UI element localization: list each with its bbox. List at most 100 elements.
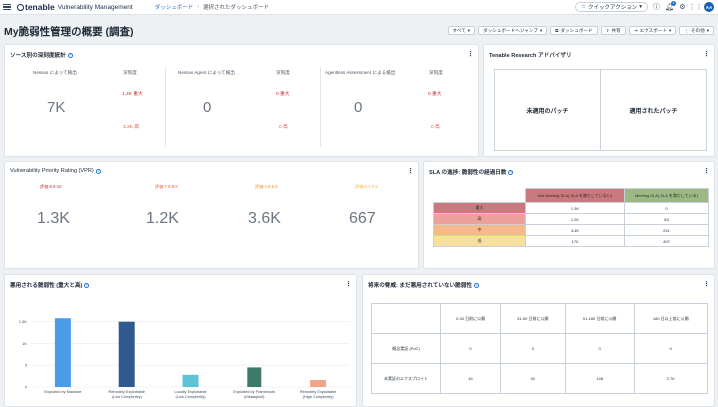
threats-cell[interactable]: 0 bbox=[500, 333, 566, 364]
threats-cell[interactable]: 148 bbox=[564, 363, 635, 394]
sla-progress-card: SLA の進捗: 脆弱性の経過日数 i ⋮ Not Meeting SLA( SL… bbox=[423, 161, 715, 269]
filter-all-label: すべて bbox=[452, 27, 466, 33]
threats-row-label: 概念実証 (PoC) bbox=[371, 333, 441, 364]
more-button[interactable]: ⋮ その他 ▾ bbox=[679, 26, 714, 35]
total-count[interactable]: 0 bbox=[354, 99, 363, 116]
bar[interactable] bbox=[247, 367, 262, 387]
x-tick-label: (Metasploit) bbox=[244, 394, 265, 399]
vpr-value-medium[interactable]: 3.6K bbox=[248, 210, 281, 227]
dashboard-label: ダッシュボード bbox=[560, 27, 593, 33]
y-tick-label: 1K bbox=[22, 341, 27, 346]
total-count[interactable]: 7K bbox=[47, 99, 66, 116]
info-icon[interactable]: i bbox=[508, 169, 514, 175]
sla-not-meeting-value[interactable]: 170 bbox=[525, 235, 625, 247]
card-title: 将来の脅威: まだ悪用されていない脆弱性 i bbox=[368, 281, 479, 289]
card-menu-icon[interactable]: ⋮ bbox=[703, 51, 710, 58]
breadcrumb-dashboards[interactable]: ダッシュボード bbox=[154, 5, 194, 11]
product-name: Vulnerability Management bbox=[57, 3, 133, 11]
filter-all-button[interactable]: すべて ▾ bbox=[447, 26, 476, 35]
source-column-agentless: Agentless Assessment による検出 深刻度 0 0 重大 0 … bbox=[320, 67, 478, 147]
table-row[interactable]: 概念実証 (PoC) 0 0 0 0 bbox=[371, 333, 709, 364]
high-count[interactable]: 0 高 bbox=[279, 125, 288, 130]
gear-icon[interactable]: ⚙ bbox=[679, 4, 686, 11]
source-column-agent: Nessus Agent によって検出 深刻度 0 0 重大 0 高 bbox=[165, 67, 320, 147]
exploited-vulns-bar-chart: 0 5 1K 1.5K Exploited by Malware Remotely Exp… bbox=[19, 318, 350, 399]
sla-row-label: 低 bbox=[433, 235, 526, 247]
tenable-logo[interactable]: tenable bbox=[17, 2, 55, 12]
card-menu-icon[interactable]: ⋮ bbox=[407, 168, 414, 175]
jump-to-dashboard-button[interactable]: ダッシュボードへジャンプ ▾ bbox=[478, 26, 548, 35]
page-title: My脆弱性管理の概要 (調査) bbox=[4, 26, 134, 38]
info-icon[interactable]: i bbox=[67, 52, 73, 58]
threats-cell[interactable]: 0 bbox=[439, 333, 502, 364]
chevron-down-icon: ▾ bbox=[668, 27, 672, 33]
export-button[interactable]: ⇥ エクスポート ▾ bbox=[628, 26, 677, 35]
bar[interactable] bbox=[54, 318, 71, 387]
card-menu-icon[interactable]: ⋮ bbox=[467, 51, 474, 58]
menu-icon[interactable] bbox=[3, 3, 15, 11]
quick-action-button[interactable]: ☆ クイックアクション ▾ bbox=[575, 2, 648, 12]
card-menu-icon[interactable]: ⋮ bbox=[703, 281, 710, 288]
applied-patches-tile[interactable]: 適用されたパッチ bbox=[600, 69, 707, 151]
card-menu-icon[interactable]: ⋮ bbox=[703, 168, 710, 175]
total-count[interactable]: 0 bbox=[203, 99, 212, 116]
sla-not-meeting-value[interactable]: 1.3K bbox=[525, 202, 625, 214]
copy-icon: ⧉ bbox=[555, 28, 559, 33]
dashboard-button[interactable]: ⧉ ダッシュボード bbox=[550, 26, 598, 35]
table-row[interactable]: 低 170 497 bbox=[433, 235, 710, 247]
table-row[interactable]: 未実証のエクスプロイト 44 92 148 2.7K bbox=[371, 363, 709, 394]
sla-meeting-value[interactable]: 0 bbox=[623, 202, 710, 214]
threats-cell[interactable]: 92 bbox=[500, 363, 566, 394]
sla-meeting-value[interactable]: 241 bbox=[623, 224, 710, 236]
critical-count[interactable]: 0 重大 bbox=[428, 92, 442, 97]
vpr-value-critical[interactable]: 1.3K bbox=[37, 210, 70, 227]
bar[interactable] bbox=[182, 374, 199, 387]
threats-cell[interactable]: 0 bbox=[564, 333, 635, 364]
source-column-nessus: Nessus によって検出 深刻度 7K 1.2K 重大 3.2K 高 bbox=[5, 67, 165, 185]
tenable-research-card: Tenable Research アドバイザリ ⋮ 未適用のパッチ 適用されたパ… bbox=[483, 44, 715, 157]
sla-meeting-value[interactable]: 83 bbox=[623, 213, 710, 225]
export-icon: ⇥ bbox=[633, 27, 638, 33]
help-icon[interactable]: ⓘ bbox=[653, 4, 660, 11]
card-title: Vulnerability Priority Rating (VPR) i bbox=[10, 168, 101, 174]
threats-cell[interactable]: 44 bbox=[439, 363, 502, 394]
high-count[interactable]: 3.2K 高 bbox=[123, 125, 139, 130]
top-navigation-bar: tenable Vulnerability Management ダッシュボード… bbox=[0, 0, 718, 15]
threats-row-label: 未実証のエクスプロイト bbox=[371, 363, 441, 394]
unapplied-patches-tile[interactable]: 未適用のパッチ bbox=[494, 69, 601, 151]
info-icon[interactable]: i bbox=[84, 282, 90, 288]
threats-header: 31-90 日前に公開 bbox=[500, 303, 566, 334]
critical-count[interactable]: 1.2K 重大 bbox=[122, 92, 143, 97]
sla-not-meeting-value[interactable]: 1.2K bbox=[525, 213, 625, 225]
bell-icon[interactable]: 🔔︎ 1 bbox=[665, 0, 676, 11]
bar[interactable] bbox=[118, 321, 135, 387]
chevron-down-icon: ▾ bbox=[467, 27, 471, 33]
card-title: ソース別の深刻度統計 i bbox=[10, 51, 73, 59]
sla-not-meeting-value[interactable]: 3.4K bbox=[525, 224, 625, 236]
threats-header: 180 日以上前に公開 bbox=[633, 303, 709, 334]
sla-header-meeting: Meeting SLA( SLA を満たしている) bbox=[623, 188, 710, 203]
avatar[interactable]: AA bbox=[704, 2, 714, 12]
table-row[interactable]: 重大 1.3K 0 bbox=[433, 202, 710, 214]
table-row[interactable]: 高 1.2K 83 bbox=[433, 213, 710, 225]
high-count[interactable]: 0 高 bbox=[431, 125, 440, 130]
table-row[interactable]: 中 3.4K 241 bbox=[433, 224, 710, 236]
vpr-value-high[interactable]: 1.2K bbox=[146, 210, 179, 227]
severity-label: 深刻度 bbox=[123, 70, 137, 75]
sla-meeting-value[interactable]: 497 bbox=[623, 235, 710, 247]
share-button[interactable]: ⇪ 共有 bbox=[600, 26, 626, 35]
star-icon: ☆ bbox=[581, 4, 586, 10]
threats-cell[interactable]: 0 bbox=[633, 333, 709, 364]
tenable-logo-mark-icon bbox=[17, 3, 24, 11]
apps-grid-icon[interactable]: ⋮⋮ bbox=[688, 4, 703, 11]
threats-cell[interactable]: 2.7K bbox=[633, 363, 709, 394]
info-icon[interactable]: i bbox=[95, 168, 101, 174]
card-menu-icon[interactable]: ⋮ bbox=[345, 281, 352, 288]
info-icon[interactable]: i bbox=[473, 282, 479, 288]
source-label: Agentless Assessment による検出 bbox=[325, 70, 396, 75]
severity-label: 深刻度 bbox=[276, 70, 290, 75]
critical-count[interactable]: 0 重大 bbox=[276, 92, 290, 97]
bar[interactable] bbox=[310, 380, 327, 387]
vpr-value-low[interactable]: 667 bbox=[349, 210, 376, 227]
more-icon: ⋮ bbox=[684, 27, 689, 33]
